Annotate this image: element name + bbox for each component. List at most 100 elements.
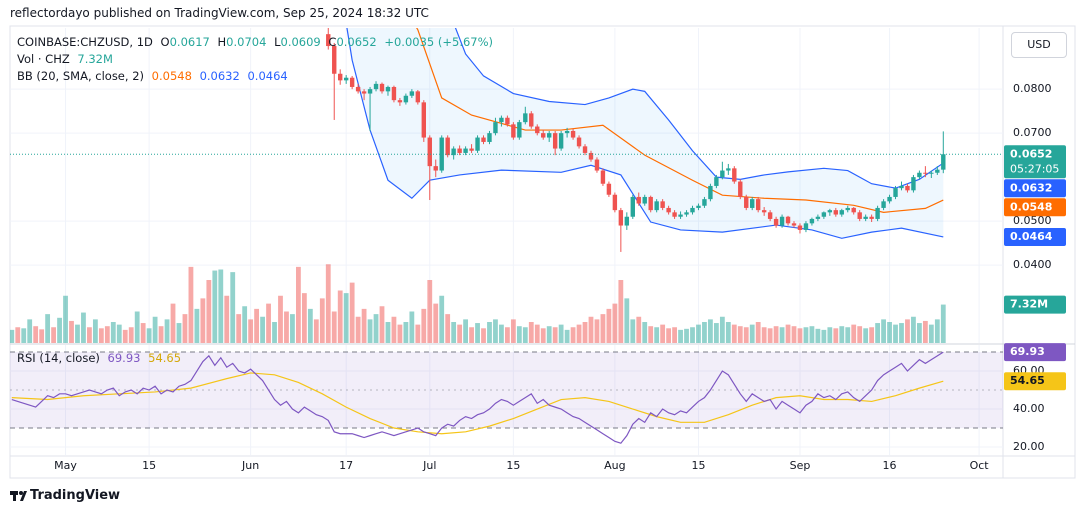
volume-bar <box>349 282 355 343</box>
candle-body <box>385 86 391 92</box>
candle-body <box>821 212 827 217</box>
candle-body <box>845 207 850 211</box>
volume-bar <box>917 323 922 343</box>
price-badge-label: 0.0632 <box>1010 181 1052 194</box>
candle-body <box>535 126 540 134</box>
candle-body <box>708 185 713 200</box>
volume-bar <box>934 319 940 343</box>
volume-bar <box>301 293 307 343</box>
volume-bar <box>33 326 39 343</box>
candle-body <box>744 196 749 208</box>
x-tick-label: 16 <box>883 459 897 472</box>
volume-bar <box>755 322 761 343</box>
candle-body <box>702 199 707 206</box>
volume-bar <box>146 328 152 343</box>
volume-bar <box>92 319 98 343</box>
candle-body <box>791 223 797 226</box>
volume-bar <box>564 329 570 343</box>
y-tick-label: 0.0500 <box>1013 214 1052 227</box>
volume-bar <box>493 319 498 343</box>
candle-body <box>678 214 683 217</box>
candle-body <box>899 185 904 189</box>
volume-bar <box>612 303 618 343</box>
candle-body <box>546 133 552 138</box>
volume-bar <box>708 319 713 343</box>
candle-body <box>917 172 922 178</box>
change: +0.0035 (+5.67%) <box>384 35 494 49</box>
candle-body <box>666 207 671 213</box>
x-tick-label: Jul <box>422 459 436 472</box>
candle-body <box>654 201 659 211</box>
volume-bar <box>51 327 56 343</box>
candle-body <box>911 177 916 191</box>
candle-body <box>427 137 432 167</box>
candle-body <box>439 137 444 171</box>
band-line <box>454 28 944 189</box>
volume-bar <box>648 326 654 343</box>
candle-body <box>815 216 821 219</box>
candle-body <box>869 216 874 219</box>
volume-bar <box>911 316 916 343</box>
candle-body <box>349 77 355 87</box>
volume-bar <box>27 319 33 343</box>
volume-bar <box>881 319 886 343</box>
volume-bar <box>654 327 660 343</box>
candle-body <box>457 148 462 153</box>
rsi-pane <box>10 351 1003 444</box>
candle-body <box>803 223 809 230</box>
rsi-value: 69.93 <box>107 351 141 365</box>
x-tick-label: 15 <box>691 459 705 472</box>
volume-bar <box>361 308 367 343</box>
volume-bar <box>481 328 486 343</box>
volume-bar <box>427 280 433 343</box>
volume-bar <box>21 328 27 343</box>
volume-bar <box>600 314 606 343</box>
candle-body <box>379 83 385 92</box>
candle-body <box>332 46 337 74</box>
candle-body <box>588 152 594 160</box>
candle-body <box>403 95 409 103</box>
volume-bar <box>260 316 265 343</box>
candle-body <box>851 207 856 213</box>
x-tick-label: Jun <box>241 459 259 472</box>
candle-body <box>636 196 641 204</box>
volume-bar <box>200 298 206 343</box>
volume-bar <box>678 329 683 343</box>
candle-body <box>857 212 862 219</box>
volume-bar <box>582 322 588 343</box>
candle-body <box>893 188 898 197</box>
ohlc-label: H <box>217 35 227 49</box>
volume-bar <box>737 326 743 343</box>
candle-body <box>839 210 844 215</box>
candle-body <box>935 169 940 173</box>
candle-body <box>326 34 331 47</box>
volume-bar <box>75 324 80 343</box>
volume-bar <box>69 320 74 343</box>
candle-body <box>433 166 438 171</box>
candle-body <box>600 170 606 184</box>
volume-bar <box>624 298 630 343</box>
band-line <box>416 28 944 213</box>
volume-bar <box>475 323 480 343</box>
price-badge-label: 7.32M <box>1010 298 1048 311</box>
candle-body <box>809 218 815 224</box>
volume-bar <box>439 295 445 343</box>
candle-body <box>499 117 504 123</box>
volume-bar <box>81 312 86 343</box>
candle-body <box>761 210 767 213</box>
volume-bar <box>385 322 391 343</box>
volume-bar <box>242 306 248 343</box>
volume-bar <box>803 327 809 343</box>
currency-button[interactable]: USD <box>1011 32 1067 58</box>
volume-bar <box>761 327 767 343</box>
volume-bar <box>63 295 68 343</box>
rsi-ma-value: 54.65 <box>148 351 182 365</box>
volume-bar <box>815 328 821 343</box>
axes: May 15 Jun 17 Jul 15 Aug 15 Sep 16 Oct 0.0400 0.0500… <box>54 82 1066 472</box>
volume-bar <box>307 308 313 343</box>
volume-bar <box>869 327 875 343</box>
volume-bar <box>863 328 869 343</box>
price-badge <box>1004 179 1066 198</box>
